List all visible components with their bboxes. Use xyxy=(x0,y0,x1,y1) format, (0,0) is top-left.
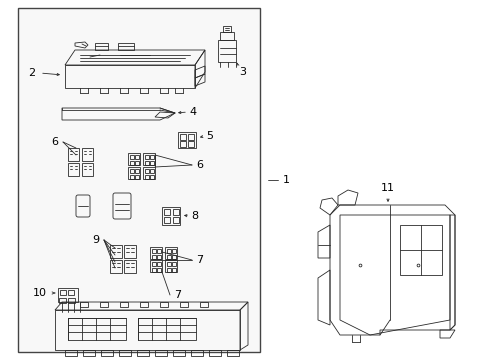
Bar xyxy=(145,155,149,159)
Bar xyxy=(152,262,156,266)
Bar xyxy=(157,249,161,253)
Bar xyxy=(172,249,176,253)
Bar xyxy=(18,8,260,352)
Bar xyxy=(167,262,171,266)
Bar xyxy=(130,169,134,173)
Bar xyxy=(145,169,149,173)
Bar xyxy=(68,298,75,303)
Text: 6: 6 xyxy=(196,160,203,170)
Bar xyxy=(150,169,154,173)
Bar xyxy=(130,175,134,179)
Text: 4: 4 xyxy=(189,107,196,117)
Bar xyxy=(135,175,139,179)
Bar xyxy=(68,290,74,295)
Text: 2: 2 xyxy=(28,68,36,78)
Bar xyxy=(145,161,149,165)
Bar xyxy=(157,255,161,259)
Bar xyxy=(187,134,194,140)
Bar xyxy=(162,207,180,225)
Bar xyxy=(80,302,88,307)
Bar xyxy=(152,268,156,272)
Bar xyxy=(163,217,170,223)
Bar xyxy=(135,169,139,173)
Bar xyxy=(150,175,154,179)
Bar xyxy=(120,302,128,307)
Bar xyxy=(200,302,207,307)
Bar xyxy=(59,298,66,303)
Text: 6: 6 xyxy=(51,137,59,147)
Text: 7: 7 xyxy=(174,290,181,300)
Bar xyxy=(100,302,108,307)
Bar xyxy=(135,155,139,159)
Bar xyxy=(172,262,176,266)
Bar xyxy=(178,132,196,148)
Bar xyxy=(167,249,171,253)
Bar xyxy=(58,288,78,302)
Text: 10: 10 xyxy=(33,288,47,298)
Bar xyxy=(172,268,176,272)
Bar xyxy=(152,255,156,259)
Bar xyxy=(163,209,170,215)
Bar xyxy=(68,318,126,340)
Text: 11: 11 xyxy=(380,183,394,193)
Bar xyxy=(130,155,134,159)
Bar xyxy=(60,290,66,295)
Bar xyxy=(167,268,171,272)
Bar xyxy=(150,155,154,159)
Text: 3: 3 xyxy=(239,67,246,77)
Bar xyxy=(399,225,441,275)
Text: 1: 1 xyxy=(282,175,289,185)
Text: 9: 9 xyxy=(92,235,100,245)
Bar xyxy=(180,134,185,140)
Text: 5: 5 xyxy=(206,131,213,141)
Bar xyxy=(160,302,168,307)
Text: 7: 7 xyxy=(196,255,203,265)
Bar xyxy=(130,161,134,165)
Bar xyxy=(173,209,179,215)
Bar xyxy=(152,249,156,253)
Bar xyxy=(173,217,179,223)
Bar xyxy=(180,302,187,307)
Bar xyxy=(157,262,161,266)
Text: 8: 8 xyxy=(191,211,198,221)
Bar xyxy=(172,255,176,259)
Bar xyxy=(135,161,139,165)
Bar xyxy=(157,268,161,272)
Bar xyxy=(180,141,185,147)
Bar xyxy=(138,318,196,340)
Bar xyxy=(140,302,148,307)
Bar xyxy=(150,161,154,165)
Bar xyxy=(167,255,171,259)
Bar xyxy=(187,141,194,147)
Bar xyxy=(145,175,149,179)
